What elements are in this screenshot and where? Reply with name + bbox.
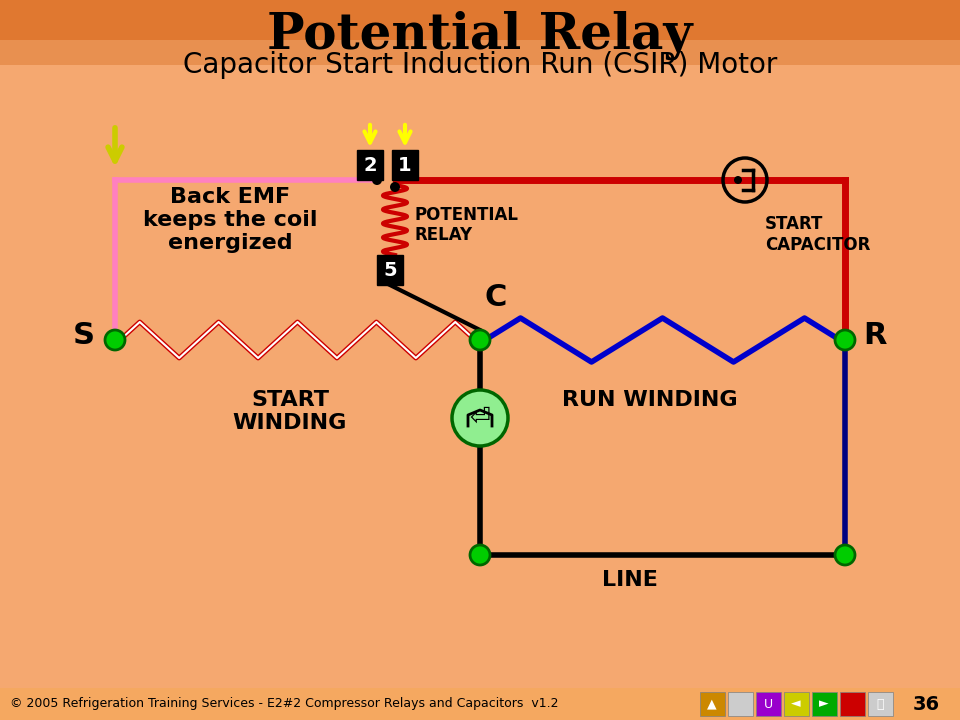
Bar — [756, 692, 781, 716]
Bar — [840, 692, 865, 716]
Text: START
WINDING: START WINDING — [233, 390, 348, 433]
Circle shape — [835, 330, 855, 350]
Circle shape — [390, 182, 400, 192]
Text: 1: 1 — [398, 156, 412, 174]
Bar — [0, 40, 960, 65]
Text: U: U — [763, 698, 773, 711]
Text: © 2005 Refrigeration Training Services - E2#2 Compressor Relays and Capacitors  : © 2005 Refrigeration Training Services -… — [10, 698, 559, 711]
Bar — [0, 688, 960, 720]
Text: POTENTIAL
RELAY: POTENTIAL RELAY — [415, 206, 519, 244]
Text: 36: 36 — [913, 695, 940, 714]
Text: Back EMF
keeps the coil
energized: Back EMF keeps the coil energized — [143, 186, 317, 253]
Text: ◄: ◄ — [791, 698, 801, 711]
Circle shape — [734, 176, 742, 184]
Circle shape — [835, 545, 855, 565]
Text: ▲: ▲ — [708, 698, 717, 711]
Text: Capacitor Start Induction Run (CSIR) Motor: Capacitor Start Induction Run (CSIR) Mot… — [182, 51, 778, 79]
Circle shape — [372, 175, 382, 185]
Bar — [728, 692, 753, 716]
Text: ►: ► — [819, 698, 828, 711]
Bar — [0, 0, 960, 40]
Text: ⏎: ⏎ — [469, 406, 491, 430]
Text: 2: 2 — [363, 156, 377, 174]
Text: S: S — [73, 320, 95, 349]
Circle shape — [452, 390, 508, 446]
Circle shape — [470, 545, 490, 565]
Text: R: R — [863, 320, 886, 349]
Text: LINE: LINE — [602, 570, 658, 590]
Text: C: C — [485, 283, 508, 312]
Bar — [700, 692, 725, 716]
Text: 🖱: 🖱 — [876, 698, 884, 711]
Bar — [784, 692, 809, 716]
Text: RUN WINDING: RUN WINDING — [563, 390, 738, 410]
Circle shape — [105, 330, 125, 350]
Bar — [812, 692, 837, 716]
Bar — [868, 692, 893, 716]
Text: START
CAPACITOR: START CAPACITOR — [765, 215, 871, 254]
Text: Potential Relay: Potential Relay — [267, 10, 693, 60]
Text: 5: 5 — [383, 261, 396, 279]
Circle shape — [470, 330, 490, 350]
